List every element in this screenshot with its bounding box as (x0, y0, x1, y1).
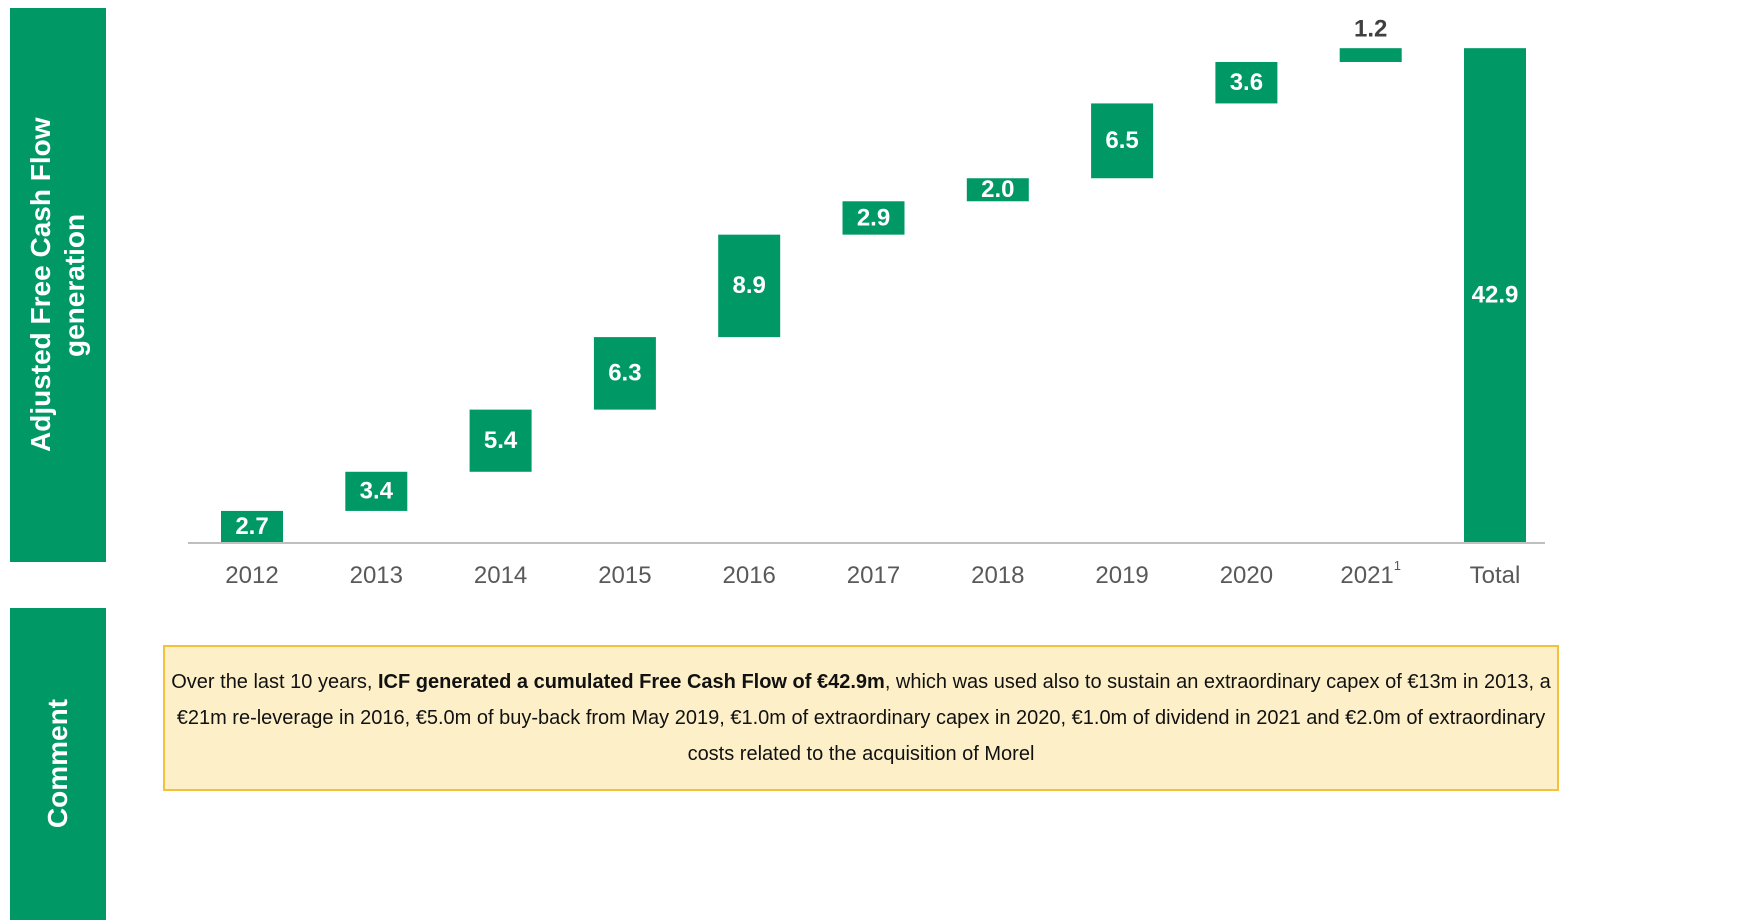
x-tick-label: 2016 (723, 562, 776, 589)
x-tick-label: 20211 (1340, 558, 1401, 589)
x-tick-label: 2017 (847, 562, 900, 589)
x-tick-label: 2014 (474, 562, 527, 589)
data-label: 42.9 (1472, 281, 1519, 308)
data-label: 8.9 (733, 272, 766, 299)
bar (1339, 48, 1402, 62)
x-tick-label: 2013 (350, 562, 403, 589)
data-label: 3.6 (1230, 69, 1263, 96)
x-tick-label: 2014 (474, 562, 527, 589)
comment-text: Over the last 10 years, ICF generated a … (167, 664, 1555, 772)
data-label: 1.2 (1354, 16, 1387, 43)
bar (718, 234, 781, 338)
bar (1464, 48, 1526, 542)
comment-box: Over the last 10 years, ICF generated a … (163, 645, 1559, 791)
bar (1215, 61, 1278, 104)
side-label-box: Adjusted Free Cash Flow generation (10, 8, 106, 562)
comment-text: , which was used also to sustain an extr… (176, 671, 1551, 765)
x-tick-label: 2012 (225, 562, 278, 589)
data-label: 5.4 (484, 427, 518, 454)
comment-bold: ICF generated a cumulated Free Cash Flow… (378, 671, 885, 693)
side-label: Comment (42, 699, 73, 829)
x-tick-label: 2016 (723, 562, 776, 589)
bar (593, 337, 656, 410)
x-tick-label: 2018 (971, 562, 1024, 589)
bar (1091, 103, 1154, 179)
x-tick-label: 2012 (225, 562, 278, 589)
bar (345, 471, 408, 511)
bar (966, 178, 1029, 202)
x-tick-label: 2018 (971, 562, 1024, 589)
data-label: 3.4 (360, 478, 394, 505)
data-label: 2.7 (235, 513, 268, 540)
x-tick-label: 2019 (1095, 562, 1148, 589)
x-tick-label: Total (1470, 562, 1521, 589)
bar (469, 409, 532, 472)
x-tick-label: 2015 (598, 562, 651, 589)
x-tick-label: Total (1470, 562, 1521, 589)
data-label: 6.5 (1105, 127, 1138, 154)
x-tick-label: 2019 (1095, 562, 1148, 589)
side-label-box: Comment (10, 608, 106, 920)
data-label: 2.0 (981, 176, 1014, 203)
x-tick-label: 2020 (1220, 562, 1273, 589)
bar (842, 201, 905, 235)
data-label: 2.9 (857, 204, 890, 231)
chart: 2.7 2012 3.4 2013 5.4 2014 6.3 2015 8.9 2016 2.9 20… (188, 16, 1545, 589)
x-tick-label: 2017 (847, 562, 900, 589)
x-tick-label: 2013 (350, 562, 403, 589)
x-tick-label: 2021 (1340, 562, 1393, 589)
x-tick-label: 2015 (598, 562, 651, 589)
bar (221, 510, 283, 542)
comment-text: Over the last 10 years, (171, 671, 378, 693)
x-tick-label: 2020 (1220, 562, 1273, 589)
data-label: 6.3 (608, 360, 641, 387)
footnote-mark: 1 (1394, 558, 1401, 573)
